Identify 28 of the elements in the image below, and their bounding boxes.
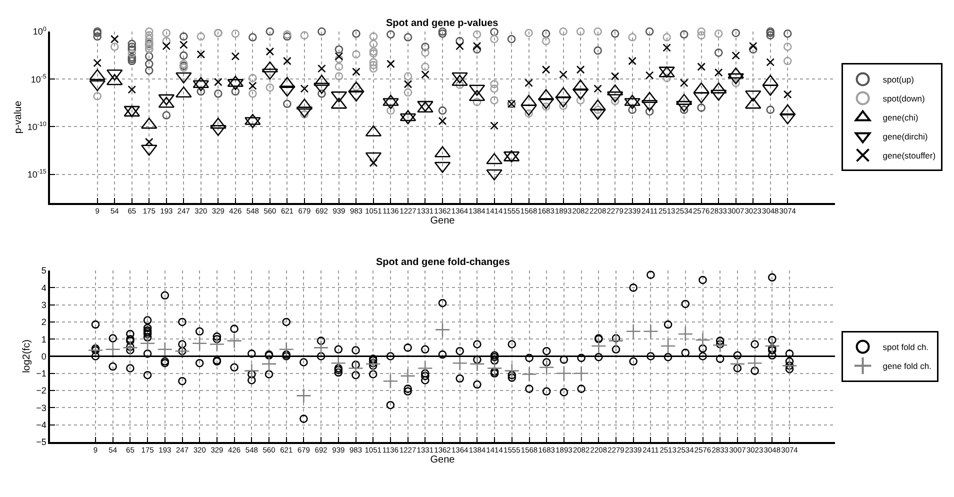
legend-label: spot(down) [882, 94, 925, 104]
legend-label: gene(chi) [882, 112, 918, 123]
y-axis-title: p-value [12, 100, 24, 134]
chart-title: Spot and gene fold-changes [376, 257, 510, 268]
legend-label: spot fold ch. [882, 342, 929, 352]
legend-label: spot(up) [882, 74, 914, 85]
y-tick-label: 10$^{0}$ [32, 26, 47, 37]
y-tick-label: −1 [36, 368, 46, 379]
y-tick-label: 10$^{-5}$ [30, 74, 47, 84]
y-tick-label: 4 [41, 282, 46, 293]
y-tick-label: −3 [36, 402, 46, 413]
chart-title: Spot and gene p-values [386, 18, 499, 29]
y-tick-label: 10$^{-15}$ [27, 168, 47, 180]
y-tick-label: 0 [41, 351, 46, 362]
y-tick-label: 5 [41, 266, 46, 276]
y-tick-label: 3 [41, 300, 46, 310]
y-tick-label: 2 [41, 317, 46, 328]
y-tick-label: −5 [36, 437, 46, 448]
x-axis-title: Gene [430, 216, 456, 227]
y-tick-label: −4 [36, 420, 46, 430]
y-tick-label: −2 [36, 386, 46, 396]
x-axis-title: Gene [430, 454, 456, 466]
y-axis-title: log2(fc) [22, 340, 33, 373]
y-tick-label: 1 [41, 334, 46, 344]
y-tick-label: 10$^{-10}$ [27, 121, 47, 132]
legend-label: gene fold ch. [882, 361, 932, 372]
legend-label: gene(dirchi) [882, 132, 928, 142]
legend-label: gene(stouffer) [882, 150, 936, 161]
